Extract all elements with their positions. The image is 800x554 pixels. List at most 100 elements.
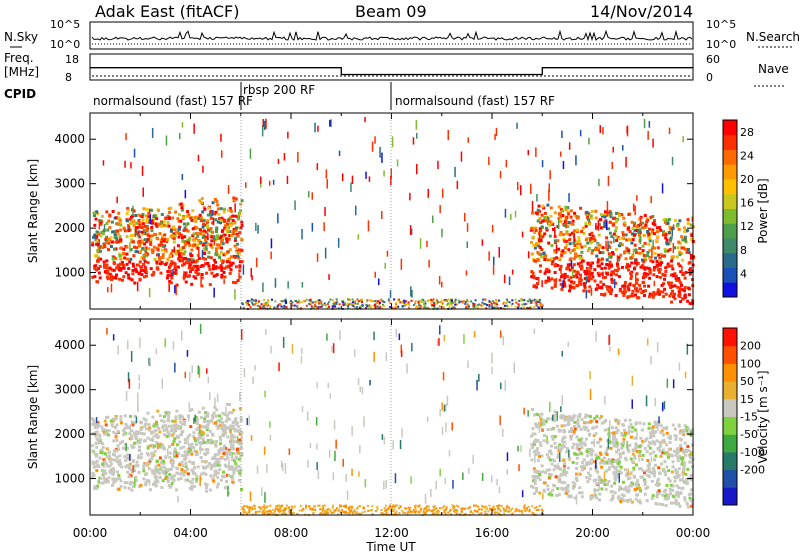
velocity-cell-1820 [285, 507, 288, 510]
velocity-cell-1355 [646, 464, 650, 468]
power-cell-2049 [374, 299, 377, 302]
power-cell-2194 [491, 300, 494, 303]
power-cell-821 [181, 263, 185, 267]
power-cell-2071 [374, 305, 377, 308]
velocity-cell-261 [101, 481, 105, 485]
power-cell-36 [161, 234, 165, 238]
power-cell-863 [95, 210, 99, 214]
velocity-cell-54 [148, 461, 152, 465]
velocity-cell-1081 [681, 431, 685, 435]
velocity-cell-257 [142, 469, 146, 473]
power-cell-2396 [234, 203, 236, 213]
velocity-cell-46 [146, 411, 150, 415]
velocity-cell-1116 [667, 447, 671, 451]
power-cell-588 [234, 197, 238, 201]
velocity-cell-404 [105, 455, 109, 459]
power-cell-1411 [594, 248, 597, 251]
velocity-cell-129 [186, 453, 190, 457]
power-cell-335 [112, 268, 116, 272]
power-cell-1383 [569, 209, 573, 213]
power-cell-308 [147, 215, 151, 219]
velocity-cell-211 [192, 435, 196, 439]
velocity-cell-538 [178, 415, 182, 419]
power-cell-392 [174, 272, 178, 275]
power-cell-107 [192, 232, 196, 236]
velocity-cell-1284 [683, 424, 687, 428]
velocity-cell-1203 [532, 443, 536, 446]
velocity-cell-289 [94, 442, 98, 445]
power-cell-2261 [320, 301, 322, 304]
power-cell-730 [182, 257, 186, 261]
power-cell-849 [113, 275, 117, 279]
velocity-cell-739 [188, 409, 192, 412]
velocity-cell-1413 [663, 490, 666, 493]
velocity-cell-1615 [625, 472, 629, 476]
power-cell-1552 [627, 249, 631, 253]
velocity-cell-2077 [356, 512, 359, 515]
velocity-cell-981 [649, 441, 653, 445]
power-cell-1136 [672, 295, 676, 299]
power-cell-1690 [572, 281, 576, 285]
velocity-cell-434 [238, 478, 241, 482]
power-cell-2106 [439, 301, 442, 303]
velocity-cell-388 [123, 443, 127, 447]
power-cell-1213 [558, 256, 562, 260]
power-cell-1274 [604, 210, 607, 214]
power-cell-636 [238, 265, 242, 269]
power-cell-651 [167, 217, 171, 220]
velocity-cell-1987 [364, 510, 367, 513]
power-cell-2197 [410, 299, 413, 302]
power-cb-swatch-1 [723, 267, 737, 283]
velocity-cell-1875 [288, 509, 291, 512]
velocity-cell-520 [144, 418, 148, 422]
velocity-cell-1889 [383, 507, 386, 509]
power-cell-227 [106, 228, 110, 232]
power-cell-1003 [654, 292, 658, 296]
velocity-cell-613 [173, 437, 177, 441]
velocity-cell-860 [158, 456, 162, 460]
velocity-cell-1169 [579, 452, 583, 456]
power-cell-858 [118, 277, 122, 281]
power-cell-2336 [242, 264, 245, 275]
velocity-cell-940 [530, 458, 534, 462]
velocity-cell-2315 [452, 479, 454, 489]
velocity-cell-1092 [647, 422, 651, 426]
velocity-cell-1408 [599, 445, 603, 449]
velocity-cell-771 [162, 433, 166, 437]
power-cell-2374 [536, 194, 538, 202]
power-cell-1952 [523, 299, 526, 302]
velocity-cell-2189 [443, 511, 446, 514]
power-cell-2527 [622, 145, 624, 151]
power-cell-1967 [352, 301, 354, 304]
power-cell-2378 [350, 182, 352, 192]
velocity-cell-2269 [498, 504, 501, 507]
power-cell-1084 [663, 273, 667, 277]
velocity-cell-1307 [589, 419, 593, 423]
velocity-cell-448 [218, 457, 222, 461]
power-cell-1140 [633, 228, 637, 232]
velocity-cell-2060 [345, 506, 347, 509]
power-cell-717 [206, 262, 210, 265]
power-cell-818 [160, 261, 164, 265]
velocity-cell-1683 [619, 465, 623, 469]
velocity-cell-1522 [655, 439, 659, 443]
velocity-cell-1887 [263, 507, 266, 510]
velocity-cell-548 [100, 425, 104, 429]
velocity-cell-339 [157, 463, 161, 467]
power-cell-1707 [633, 243, 637, 247]
power-cell-1654 [615, 269, 619, 273]
power-cell-1366 [589, 264, 593, 268]
power-cell-2203 [352, 303, 355, 306]
power-cell-1575 [658, 270, 661, 274]
velocity-cell-63 [155, 424, 159, 428]
velocity-cell-2244 [266, 505, 269, 508]
power-cell-1151 [670, 264, 674, 268]
power-cell-1454 [580, 245, 584, 249]
power-cell-343 [216, 220, 220, 224]
power-cell-817 [106, 271, 110, 275]
power-cell-879 [186, 274, 190, 278]
power-cell-2382 [466, 241, 468, 248]
velocity-cell-366 [126, 446, 130, 450]
freq-tick-top: 18 [65, 53, 79, 66]
power-cell-731 [157, 243, 161, 247]
